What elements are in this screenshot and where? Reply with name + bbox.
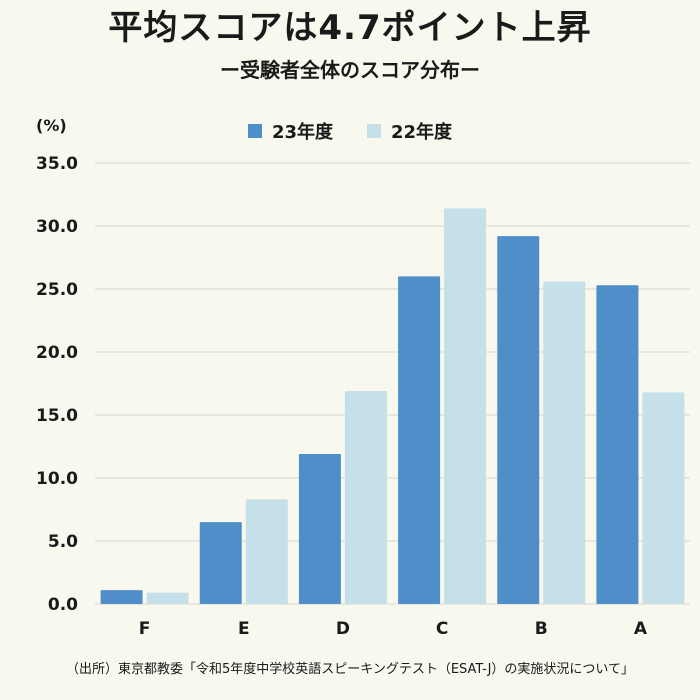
bar-chart: 0.0 5.0 10.0 15.0 20.0 25.0 30.0 35.0 F E D C B A	[36, 154, 690, 639]
bar-23-E	[199, 522, 242, 604]
bar-22-F	[146, 592, 189, 604]
chart-title: 平均スコアは4.7ポイント上昇	[108, 8, 592, 48]
bar-22-D	[344, 391, 387, 604]
y-tick-label: 30.0	[36, 217, 78, 237]
y-tick-label: 35.0	[36, 154, 78, 174]
bar-23-A	[596, 285, 639, 604]
y-tick-label: 5.0	[48, 532, 78, 552]
chart-subtitle: ー受験者全体のスコア分布ー	[220, 58, 480, 82]
legend: 23年度 22年度	[0, 118, 700, 144]
bar-23-F	[100, 590, 143, 604]
y-tick-label: 10.0	[36, 469, 78, 489]
x-category-label: B	[535, 619, 548, 639]
source-note: （出所）東京都教委「令和5年度中学校英語スピーキングテスト（ESAT-J）の実施…	[65, 662, 635, 677]
bar-22-C	[444, 208, 487, 605]
x-category-label: A	[634, 619, 648, 639]
bar-22-B	[543, 281, 586, 604]
y-tick-label: 20.0	[36, 343, 78, 363]
x-category-label: D	[336, 619, 350, 639]
legend-swatch-22	[367, 124, 381, 138]
bar-23-D	[298, 454, 341, 604]
bar-23-B	[497, 236, 540, 604]
bar-22-A	[642, 392, 685, 604]
bar-23-C	[398, 276, 441, 604]
x-category-label: E	[238, 619, 250, 639]
legend-item-23: 23年度	[247, 118, 333, 144]
x-category-label: C	[436, 619, 448, 639]
legend-item-22: 22年度	[367, 118, 452, 144]
legend-label-22: 22年度	[391, 122, 453, 143]
y-tick-label: 25.0	[36, 280, 78, 300]
legend-label-23: 23年度	[271, 122, 333, 143]
bar-22-E	[245, 499, 288, 604]
y-axis-unit: (%)	[36, 116, 67, 135]
y-tick-label: 0.0	[48, 595, 78, 615]
legend-swatch-23	[247, 124, 262, 138]
x-category-label: F	[139, 619, 151, 639]
y-tick-label: 15.0	[36, 406, 78, 426]
